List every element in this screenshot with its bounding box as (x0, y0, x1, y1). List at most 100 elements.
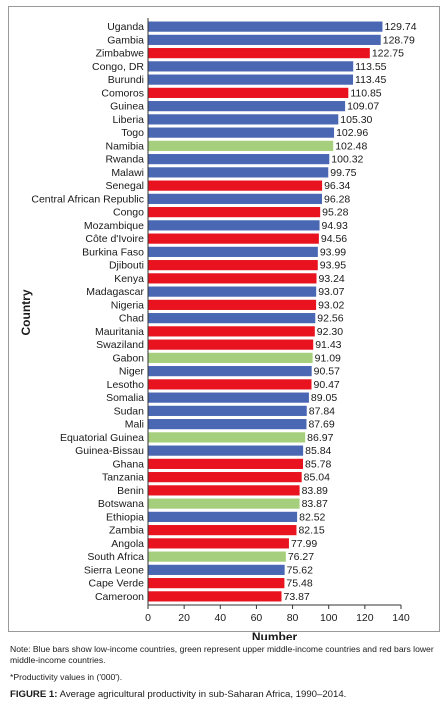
category-label: Chad (119, 313, 144, 325)
y-axis-title: Country (19, 289, 33, 335)
bar-comoros (148, 87, 349, 98)
category-label: Mauritania (95, 326, 144, 338)
bar-zimbabwe (148, 48, 370, 59)
value-label: 129.74 (384, 21, 416, 33)
category-label: South Africa (87, 551, 144, 563)
value-label: 77.99 (291, 538, 317, 550)
bar-somalia (148, 392, 309, 403)
category-label: Swaziland (96, 339, 144, 351)
category-label: Nigeria (111, 299, 144, 311)
bar-tanzania (148, 472, 302, 483)
category-label: Gabon (112, 352, 144, 364)
bar-benin (148, 485, 300, 496)
category-label: Uganda (107, 21, 144, 33)
category-label: Lesotho (107, 379, 145, 391)
bar-lesotho (148, 379, 312, 390)
x-tick-label: 140 (392, 612, 410, 624)
bar-guinea (148, 101, 346, 112)
bar-mozambique (148, 220, 320, 231)
value-label: 87.84 (309, 405, 335, 417)
bar-central-african-republic (148, 193, 322, 204)
value-label: 102.96 (336, 127, 368, 139)
value-label: 109.07 (347, 101, 379, 113)
category-label: Niger (119, 366, 145, 378)
bar-south-africa (148, 551, 286, 562)
x-tick-label: 80 (287, 612, 299, 624)
value-label: 75.48 (286, 578, 312, 590)
bar-angola (148, 538, 289, 549)
category-label: Gambia (107, 34, 144, 46)
value-label: 92.30 (317, 326, 343, 338)
category-label: Central African Republic (31, 193, 144, 205)
bar-togo (148, 127, 335, 138)
category-label: Sierra Leone (84, 564, 144, 576)
value-label: 75.62 (287, 564, 313, 576)
bar-niger (148, 366, 312, 377)
bar-mauritania (148, 326, 315, 337)
value-label: 94.93 (322, 220, 348, 232)
bar-swaziland (148, 339, 314, 350)
chart-note: Note: Blue bars show low-income countrie… (10, 644, 434, 665)
bar-guinea-bissau (148, 445, 304, 456)
category-label: Comoros (101, 87, 144, 99)
category-label: Mozambique (84, 220, 144, 232)
category-label: Malawi (111, 167, 144, 179)
category-label: Burundi (108, 74, 144, 86)
value-label: 85.04 (304, 472, 330, 484)
bar-nigeria (148, 299, 317, 310)
bar-zambia (148, 525, 297, 536)
bar-uganda (148, 21, 383, 32)
bar-malawi (148, 167, 329, 178)
bar-djibouti (148, 260, 318, 271)
category-label: Cameroon (95, 591, 144, 603)
bar-ghana (148, 458, 304, 469)
category-label: Madagascar (86, 286, 144, 298)
category-label: Ethiopia (106, 511, 144, 523)
bar-ethiopia (148, 511, 298, 522)
category-label: Benin (117, 485, 144, 497)
bar-kenya (148, 273, 317, 284)
x-tick-label: 100 (320, 612, 338, 624)
bar-gambia (148, 34, 381, 45)
value-label: 96.28 (324, 193, 350, 205)
caption-label: FIGURE 1: (10, 689, 58, 700)
value-label: 95.28 (322, 207, 348, 219)
bar-botswana (148, 498, 300, 509)
figure-caption: FIGURE 1: Average agricultural productiv… (10, 689, 346, 700)
value-label: 83.87 (302, 498, 328, 510)
category-label: Rwanda (105, 154, 144, 166)
category-label: Mali (125, 419, 144, 431)
value-label: 94.56 (321, 233, 347, 245)
value-label: 85.84 (305, 445, 331, 457)
value-label: 93.24 (318, 273, 344, 285)
productivity-footnote: *Productivity values in ('000'). (10, 672, 123, 682)
category-label: Ghana (112, 458, 144, 470)
value-label: 73.87 (283, 591, 309, 603)
category-label: Botswana (98, 498, 144, 510)
value-label: 85.78 (305, 458, 331, 470)
category-label: Liberia (112, 114, 144, 126)
category-label: Guinea-Bissau (75, 445, 144, 457)
category-label: Congo (113, 207, 144, 219)
category-label: Senegal (105, 180, 144, 192)
category-label: Angola (111, 538, 144, 550)
bar-chad (148, 313, 316, 324)
bar-congo-dr (148, 61, 354, 72)
bar-sudan (148, 405, 307, 416)
x-axis-title: Number (252, 630, 298, 640)
category-label: Congo, DR (92, 61, 144, 73)
category-label: Zimbabwe (96, 48, 145, 60)
bar-chart: Uganda 129.74 Gambia 128.79 Zimbabwe 122.75 Co… (19, 18, 417, 640)
value-label: 93.07 (318, 286, 344, 298)
bar-mali (148, 419, 307, 430)
bar-rwanda (148, 154, 330, 165)
value-label: 99.75 (330, 167, 356, 179)
category-label: Cape Verde (89, 578, 145, 590)
value-label: 83.89 (302, 485, 328, 497)
x-tick-label: 120 (356, 612, 374, 624)
value-label: 100.32 (331, 154, 363, 166)
value-label: 76.27 (288, 551, 314, 563)
category-label: Guinea (110, 101, 144, 113)
bar-cape-verde (148, 578, 285, 589)
x-tick-label: 20 (178, 612, 190, 624)
